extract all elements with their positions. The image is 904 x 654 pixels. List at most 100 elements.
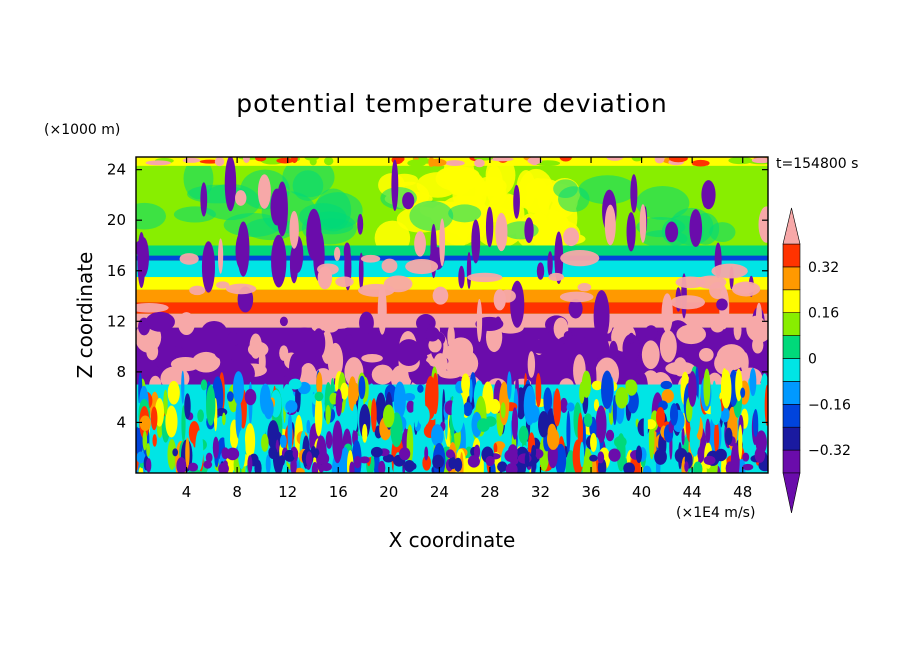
field-patch [261,433,269,452]
field-patch [358,283,395,297]
field-patch [493,442,498,454]
field-band [136,302,768,314]
field-patch [560,397,568,413]
field-patch [684,461,689,473]
field-patch [222,412,226,426]
field-patch [654,157,665,164]
field-patch [294,467,305,473]
field-patch [258,349,266,374]
y-tick-label: 24 [107,161,126,179]
field-patch [732,282,756,294]
field-patch [737,458,746,473]
field-patch [560,249,600,267]
field-patch [705,418,711,445]
field-patch [191,351,221,373]
field-patch [583,413,593,427]
field-patch [145,160,171,166]
field-patch [724,427,733,446]
field-patch [659,330,677,363]
field-patch [714,421,720,455]
field-patch [314,391,324,402]
field-patch [137,232,146,288]
field-patch [513,184,520,219]
field-patch [403,392,416,402]
time-label: t=154800 s [776,156,858,172]
x-tick-label: 32 [531,483,550,501]
field-patch [242,157,250,163]
field-patch [566,402,575,412]
field-patch [146,443,151,457]
x-tick-label: 24 [430,483,449,501]
field-patch [184,393,191,420]
field-patch [498,289,516,303]
field-patch [710,394,722,426]
field-patch [259,383,271,415]
field-patch [278,455,286,467]
field-patch [749,367,757,397]
field-patch [463,402,473,417]
field-patch [752,336,764,354]
field-patch [495,212,508,252]
field-patch [287,413,293,453]
field-patch [224,410,231,454]
field-patch [485,455,495,467]
x-tick-label: 20 [379,483,398,501]
field-patch [311,462,319,473]
field-patch [725,461,735,473]
x-axis: 4 8 12 16 20 24 28 32 36 40 44 48 [182,157,752,501]
field-patch [428,158,447,167]
field-patch [608,448,621,462]
x-tick-label: 48 [733,483,752,501]
field-patch [399,447,411,461]
plot-area [136,157,768,473]
field-patch [563,330,573,341]
field-patch [305,451,313,468]
field-patch [152,434,157,447]
field-patch [578,175,637,205]
field-patch [165,405,178,438]
field-patch [200,182,208,217]
field-patch [507,371,512,400]
field-patch [413,392,419,428]
field-patch [172,448,178,457]
field-band [136,245,768,256]
field-patch [613,436,627,448]
field-patch [207,325,217,352]
field-patch [325,405,331,425]
field-patch [728,157,753,165]
field-patch [316,371,323,396]
field-patch [136,202,167,230]
field-patch [348,376,357,412]
field-patch [458,265,465,289]
field-patch [279,434,287,449]
field-patch [215,408,228,417]
field-patch [407,159,426,167]
field-patch [681,427,685,446]
field-patch [605,429,615,442]
field-patch [497,461,508,473]
field-patch [691,159,710,167]
field-patch [547,251,553,277]
field-patch [566,410,571,454]
field-patch [314,394,323,437]
field-patch [755,302,762,330]
field-patch [432,286,449,305]
field-patch [288,378,302,390]
field-patch [317,452,330,466]
field-patch [604,204,616,246]
field-patch [405,258,439,275]
field-patch [235,399,242,439]
field-patch [715,448,727,462]
colorbar-bin [782,289,801,313]
field-patch [754,447,766,463]
field-patch [349,461,355,473]
field-patch [510,280,525,328]
field-patch [670,295,706,310]
field-patch [358,252,364,290]
field-patch [563,227,580,247]
field-band [136,289,768,303]
field-patch [527,157,543,165]
field-patch [217,238,224,274]
field-patch [402,192,415,210]
plot-frame [135,156,769,474]
